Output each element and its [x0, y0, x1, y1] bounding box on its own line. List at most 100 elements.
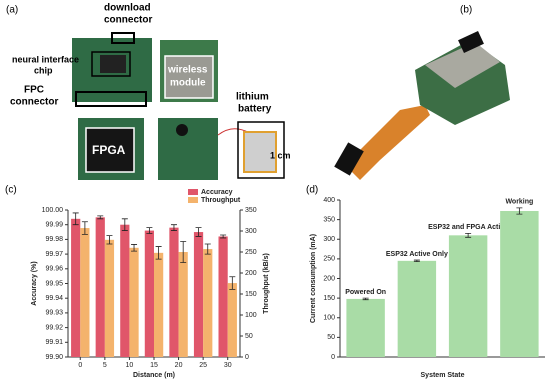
y-tick-label: 400: [323, 197, 335, 204]
error-bar: [121, 218, 128, 231]
y-tick-label: 99.93: [45, 310, 63, 317]
bar: [129, 247, 139, 357]
x-tick-label: 5: [103, 362, 107, 369]
bar: [95, 217, 105, 357]
x-tick-label: 0: [78, 362, 82, 369]
annotation: lithium: [236, 92, 269, 103]
error-bar: [146, 227, 153, 234]
x-tick-label: 30: [224, 362, 232, 369]
x-tick-label: 20: [175, 362, 183, 369]
annotation: neural interface: [12, 54, 79, 64]
bar: [120, 224, 130, 357]
error-bar: [180, 241, 187, 263]
bar: [203, 249, 213, 357]
error-bar: [204, 243, 211, 255]
error-bar: [170, 224, 177, 231]
y2-tick-label: 300: [245, 228, 257, 235]
error-bar: [413, 259, 420, 263]
bar: [218, 236, 228, 357]
panel-label: (b): [460, 5, 472, 16]
module: [425, 42, 500, 88]
wireless-chip: [164, 55, 214, 99]
chip: [458, 31, 484, 53]
y2-tick-label: 50: [245, 333, 253, 340]
callout: [91, 51, 131, 77]
legend-label: Throughput: [201, 197, 241, 204]
annotation: chip: [34, 65, 53, 75]
error-bar: [362, 297, 369, 301]
y-tick-label: 300: [323, 236, 335, 243]
x-axis-title: Distance (m): [133, 372, 175, 379]
y2-tick-label: 250: [245, 249, 257, 256]
panel-label: (d): [306, 185, 318, 196]
annotation: FPGA: [92, 143, 126, 157]
camera: [176, 124, 188, 136]
panel-label: (a): [6, 5, 18, 16]
bar: [154, 252, 164, 357]
bar: [178, 252, 188, 357]
legend-swatch: [188, 197, 198, 203]
x-tick-label: 15: [150, 362, 158, 369]
y-tick-label: 99.99: [45, 222, 63, 229]
y-tick-label: 99.92: [45, 324, 63, 331]
panel-label: (c): [5, 185, 17, 196]
y-axis-title: Current consumption (mA): [310, 234, 317, 323]
bar: [397, 260, 437, 357]
error-bar: [229, 276, 236, 290]
y2-tick-label: 0: [245, 354, 249, 361]
photo-a: [72, 32, 285, 180]
callout: [75, 91, 147, 107]
annotation: wireless: [167, 65, 208, 76]
battery: [243, 131, 277, 173]
annotation: download: [104, 3, 151, 14]
bar: [346, 298, 385, 357]
y-tick-label: 200: [323, 275, 335, 282]
annotation: connector: [104, 15, 152, 26]
annotation: FPC: [24, 85, 44, 96]
y-tick-label: 99.97: [45, 251, 63, 258]
bar: [144, 230, 154, 357]
fpga-chip: [85, 127, 135, 173]
chip: [100, 55, 126, 73]
y-tick-label: 99.95: [45, 280, 63, 287]
error-bar: [72, 212, 79, 226]
error-bar: [195, 227, 202, 237]
y2-tick-label: 150: [245, 291, 257, 298]
bar: [500, 210, 539, 357]
bar: [448, 235, 488, 357]
y-tick-label: 150: [323, 295, 335, 302]
y-tick-label: 100.00: [42, 207, 64, 214]
y2-axis-title: Throughput (kB/s): [263, 253, 270, 314]
error-bar: [97, 215, 104, 220]
annotation: battery: [238, 104, 272, 115]
y-tick-label: 0: [331, 354, 335, 361]
board: [158, 118, 218, 180]
error-bar: [106, 235, 113, 245]
error-bar: [516, 207, 523, 215]
bar: [71, 218, 81, 357]
error-bar: [155, 246, 162, 260]
connector: [334, 142, 364, 176]
bar: [169, 227, 179, 357]
x-tick-label: 10: [126, 362, 134, 369]
y2-tick-label: 200: [245, 270, 257, 277]
y-tick-label: 350: [323, 216, 335, 223]
y-tick-label: 99.91: [45, 339, 63, 346]
y-tick-label: 99.90: [45, 354, 63, 361]
error-bar: [131, 244, 138, 252]
flex-cable: [345, 105, 430, 180]
y-axis-title: Accuracy (%): [31, 261, 38, 305]
photo-b: [334, 31, 510, 180]
callout: [111, 32, 135, 44]
category-label: Powered On: [345, 289, 386, 296]
annotation: module: [170, 78, 206, 89]
y2-tick-label: 350: [245, 207, 257, 214]
annotation: connector: [10, 97, 58, 108]
error-bar: [465, 232, 472, 238]
category-label: ESP32 Active Only: [386, 251, 448, 258]
error-bar: [81, 221, 88, 235]
category-label: Working: [505, 199, 533, 206]
bar: [104, 239, 115, 357]
bar: [227, 283, 237, 357]
